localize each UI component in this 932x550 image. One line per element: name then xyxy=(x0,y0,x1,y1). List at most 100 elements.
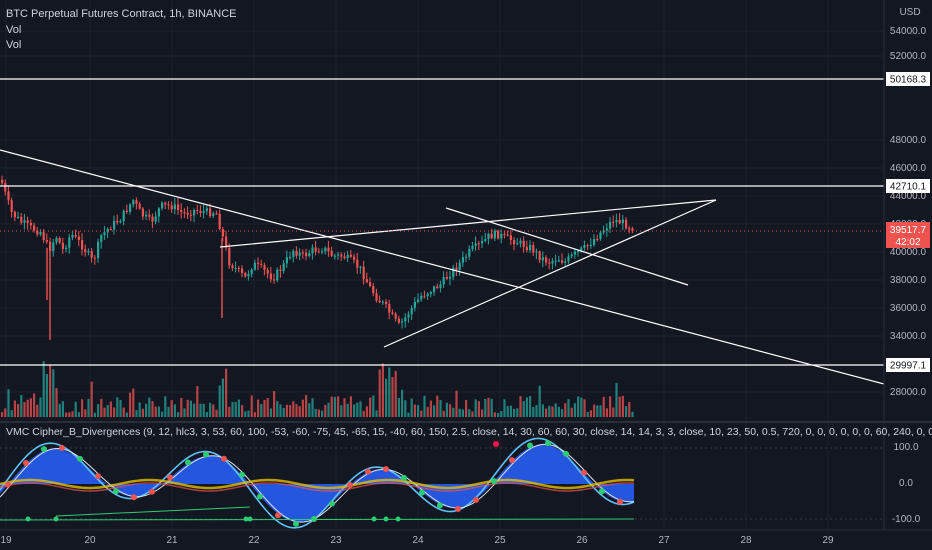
volume-bar xyxy=(289,405,291,417)
volume-bar xyxy=(471,412,473,417)
volume-bar xyxy=(263,400,265,417)
volume-bar xyxy=(308,403,310,417)
volume-bar xyxy=(119,400,121,417)
volume-bar xyxy=(439,400,441,417)
volume-bar xyxy=(395,371,397,417)
horizontal-levels[interactable] xyxy=(0,79,884,365)
signal-dot xyxy=(437,502,443,508)
candle-body xyxy=(359,267,361,268)
candle-body xyxy=(577,251,579,252)
candle-body xyxy=(334,256,336,257)
volume-bar xyxy=(196,386,198,417)
candle-body xyxy=(590,245,592,246)
candle-body xyxy=(516,243,518,244)
divergence-line xyxy=(56,507,250,516)
volume-bar xyxy=(363,411,365,417)
candle-body xyxy=(279,270,281,271)
vol-legend-2[interactable]: Vol xyxy=(6,39,21,51)
volume-bar xyxy=(353,404,355,417)
volume-bar xyxy=(596,405,598,417)
signal-dot xyxy=(401,475,407,481)
price-tick: 54000.0 xyxy=(890,26,927,37)
signal-dot xyxy=(23,460,29,466)
volume-bar xyxy=(187,400,189,417)
candle-body xyxy=(465,257,467,258)
candle-body xyxy=(235,268,237,269)
vol-legend-1[interactable]: Vol xyxy=(6,24,21,36)
candle-body xyxy=(55,238,57,242)
candle-body xyxy=(363,267,365,279)
signal-dot xyxy=(383,466,389,472)
volume-bar xyxy=(494,412,496,417)
volume-bar xyxy=(555,403,557,417)
volume-bar xyxy=(139,402,141,417)
lower-wedge-line[interactable] xyxy=(384,200,716,347)
candle-body xyxy=(251,270,253,274)
candle-body xyxy=(171,206,173,210)
candle-body xyxy=(404,317,406,321)
indicator-axis[interactable]: 100.0 0.0 -100.0 xyxy=(892,442,921,525)
candle-body xyxy=(551,261,553,264)
ind-tick-100: 100.0 xyxy=(893,442,918,453)
candle-body xyxy=(545,257,547,262)
candle-body xyxy=(622,220,624,224)
candle-body xyxy=(263,265,265,270)
volume-bar xyxy=(4,408,6,417)
time-axis[interactable]: 19 20 21 22 23 24 25 26 27 28 29 xyxy=(0,535,834,546)
downtrend-line[interactable] xyxy=(0,150,884,384)
volume-bar xyxy=(497,413,499,417)
volume-bar xyxy=(222,379,224,417)
signal-dot xyxy=(365,469,371,475)
volume-bar xyxy=(590,410,592,417)
volume-bar xyxy=(507,406,509,417)
volume-bar xyxy=(478,401,480,417)
candle-body xyxy=(286,257,288,263)
candle-body xyxy=(318,252,320,253)
volume-bar xyxy=(577,396,579,417)
signal-dot xyxy=(581,470,587,476)
candle-body xyxy=(276,270,278,281)
currency-label: USD xyxy=(899,7,920,18)
candle-body xyxy=(193,210,195,215)
volume-bar xyxy=(283,408,285,417)
indicator-legend[interactable]: VMC Cipher_B_Divergences (9, 12, hlc3, 3… xyxy=(6,426,932,438)
volume-bar xyxy=(430,401,432,417)
volume-bar xyxy=(487,398,489,417)
volume-bar xyxy=(71,411,73,417)
volume-bar xyxy=(564,403,566,417)
candle-body xyxy=(196,210,198,211)
candle-body xyxy=(283,263,285,271)
candle-body xyxy=(439,284,441,288)
candle-body xyxy=(167,204,169,205)
candle-body xyxy=(324,248,326,252)
candle-body xyxy=(238,268,240,269)
symbol-title[interactable]: BTC Perpetual Futures Contract, 1h, BINA… xyxy=(6,8,236,20)
candle-body xyxy=(65,248,67,249)
volume-bar xyxy=(327,403,329,417)
candle-body xyxy=(423,296,425,297)
candle-body xyxy=(151,217,153,222)
candle-body xyxy=(452,268,454,277)
candle-body xyxy=(62,243,64,249)
volume-bar xyxy=(55,388,57,417)
volume-bar xyxy=(571,408,573,417)
trend-lines[interactable] xyxy=(0,150,884,384)
volume-bar xyxy=(481,410,483,417)
ind-tick-0: 0.0 xyxy=(899,478,913,489)
volume-bar xyxy=(244,411,246,417)
level-tag-50168-text: 50168.3 xyxy=(890,75,927,86)
volume-bar xyxy=(43,361,45,417)
time-tick: 25 xyxy=(494,535,506,546)
candle-body xyxy=(132,200,134,204)
volume-bar xyxy=(193,404,195,417)
candle-body xyxy=(222,229,224,236)
candle-body xyxy=(270,274,272,280)
volume-bar xyxy=(33,393,35,417)
countdown-text: 42:02 xyxy=(895,237,920,248)
candle-body xyxy=(564,262,566,263)
signal-dot xyxy=(239,472,245,478)
candle-body xyxy=(75,235,77,236)
signal-dot xyxy=(221,456,227,462)
signal-dot xyxy=(473,497,479,503)
